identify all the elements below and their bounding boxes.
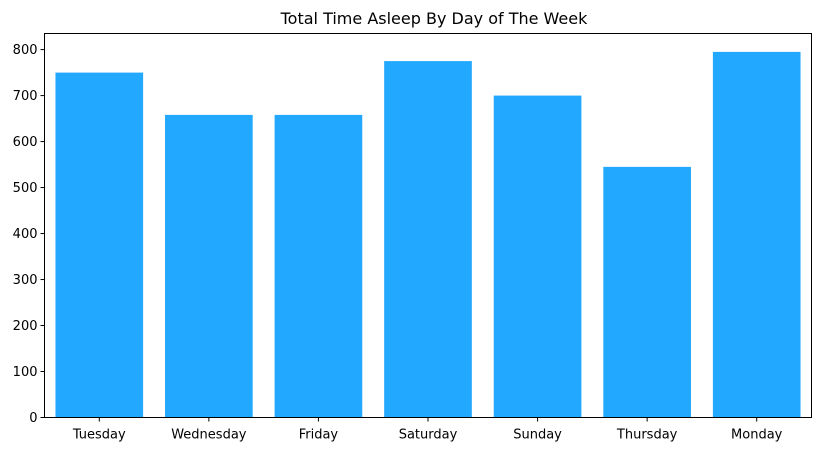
x-tick-label: Saturday	[399, 428, 458, 443]
x-tick-label: Sunday	[513, 428, 562, 443]
y-tick-label: 300	[13, 273, 38, 288]
bar-thursday	[603, 166, 691, 418]
x-tick-label: Tuesday	[72, 428, 126, 443]
x-tick-label: Thursday	[616, 428, 678, 443]
bar-wednesday	[165, 114, 253, 418]
y-tick-label: 600	[13, 135, 38, 150]
chart-title: Total Time Asleep By Day of The Week	[280, 9, 588, 28]
plot-frame	[44, 33, 812, 418]
y-tick-label: 200	[13, 319, 38, 334]
y-tick-label: 100	[13, 365, 38, 380]
y-tick-label: 0	[29, 411, 37, 426]
y-tick-label: 800	[13, 43, 38, 58]
y-tick-label: 500	[13, 181, 38, 196]
x-tick-label: Wednesday	[171, 428, 247, 443]
bar-sunday	[493, 95, 582, 418]
y-tick-label: 700	[13, 89, 38, 104]
bar-monday	[712, 51, 801, 418]
bar-saturday	[384, 61, 472, 418]
y-axis: 0 100 200 300 400 500 600 700 800	[13, 43, 45, 426]
x-axis: Tuesday Wednesday Friday Saturday Sunday Thur…	[72, 417, 783, 443]
bar-friday	[274, 114, 363, 418]
x-tick-label: Monday	[731, 428, 783, 443]
bars-layer	[55, 51, 801, 418]
bar-tuesday	[55, 72, 144, 418]
y-tick-label: 400	[13, 227, 38, 242]
x-tick-label: Friday	[299, 428, 339, 443]
